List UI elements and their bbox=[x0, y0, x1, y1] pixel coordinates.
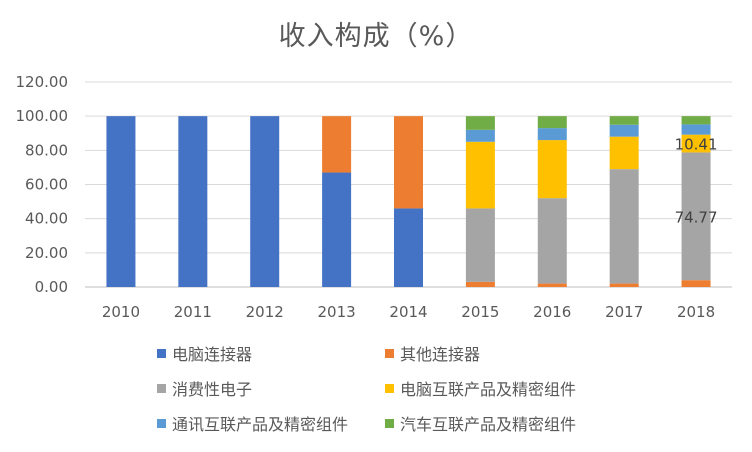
bar-segment bbox=[465, 116, 495, 130]
y-tick-label: 120.00 bbox=[16, 73, 69, 91]
bar-segment bbox=[537, 128, 567, 141]
bar-segment bbox=[681, 152, 711, 281]
x-tick-label: 2015 bbox=[461, 303, 499, 321]
x-tick-label: 2010 bbox=[102, 303, 140, 321]
x-tick-label: 2012 bbox=[246, 303, 284, 321]
bar-segment bbox=[681, 280, 711, 287]
x-tick-label: 2014 bbox=[389, 303, 427, 321]
bar-segment bbox=[394, 208, 423, 287]
bar-segment bbox=[681, 134, 711, 153]
bar-segment bbox=[322, 116, 352, 173]
x-tick-label: 2018 bbox=[677, 303, 715, 321]
bar-segment bbox=[394, 116, 423, 209]
bar-segment bbox=[537, 140, 567, 199]
x-tick-label: 2011 bbox=[174, 303, 212, 321]
bar-segment bbox=[609, 169, 639, 284]
y-tick-label: 60.00 bbox=[25, 176, 68, 194]
x-tick-label: 2017 bbox=[605, 303, 643, 321]
bar-segment bbox=[322, 172, 352, 287]
bar-segment bbox=[537, 283, 567, 287]
bar-segment bbox=[537, 116, 567, 129]
y-tick-label: 80.00 bbox=[25, 141, 68, 159]
bar-segment bbox=[465, 141, 495, 209]
bar-segment bbox=[609, 283, 639, 287]
y-tick-label: 100.00 bbox=[16, 107, 69, 125]
x-tick-label: 2013 bbox=[318, 303, 356, 321]
bar-segment bbox=[106, 116, 136, 288]
bar-segment bbox=[465, 208, 495, 282]
chart-title: 收入构成（%） bbox=[278, 21, 474, 52]
bar-segment bbox=[609, 116, 639, 125]
data-label: 74.77 bbox=[675, 208, 718, 226]
bar-segment bbox=[250, 116, 280, 288]
bar-segment bbox=[465, 129, 495, 142]
y-tick-label: 20.00 bbox=[25, 244, 68, 262]
bar-segment bbox=[681, 124, 711, 135]
bar-segment bbox=[609, 136, 639, 170]
data-label: 10.41 bbox=[675, 136, 718, 154]
bar-segment bbox=[681, 116, 711, 125]
y-tick-label: 40.00 bbox=[25, 210, 68, 228]
bar-segment bbox=[609, 124, 639, 137]
bar-segment bbox=[465, 281, 495, 287]
y-tick-label: 0.00 bbox=[35, 278, 68, 296]
bar-segment bbox=[178, 116, 208, 288]
bar-segment bbox=[537, 198, 567, 284]
x-tick-label: 2016 bbox=[533, 303, 571, 321]
